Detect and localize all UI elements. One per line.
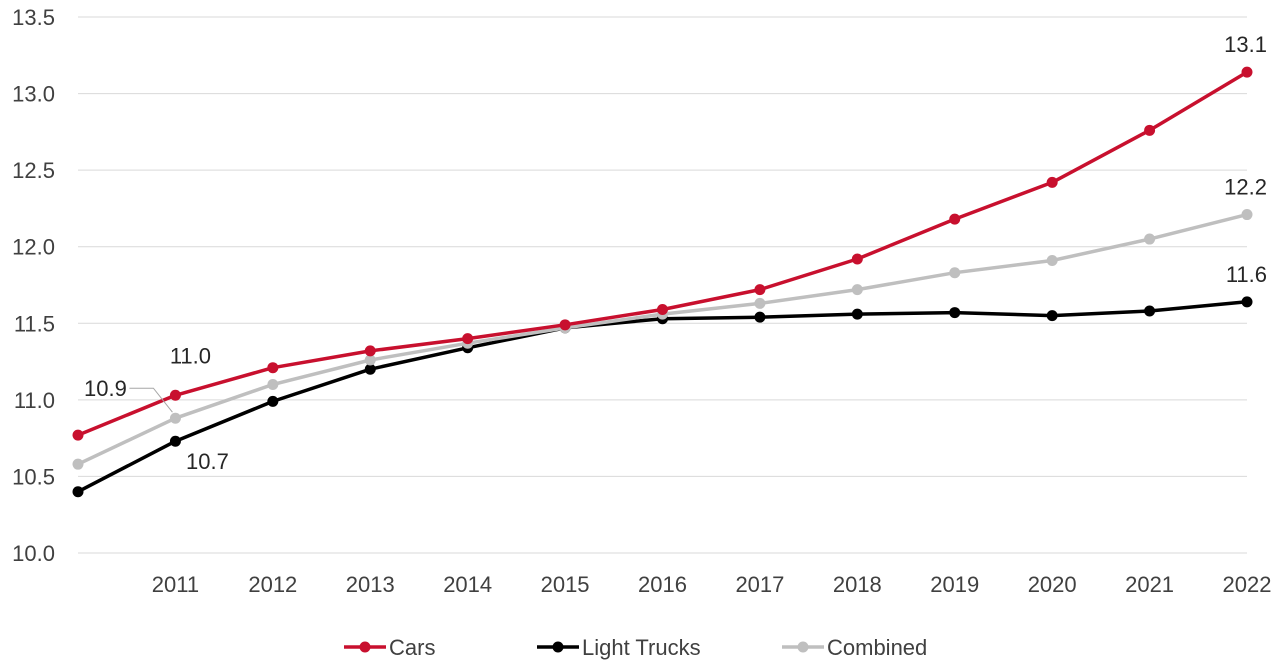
data-point — [72, 458, 84, 470]
legend-swatch-marker — [797, 641, 809, 653]
x-tick-label: 2015 — [541, 572, 590, 597]
legend-swatch-marker — [359, 641, 371, 653]
legend-label: Cars — [389, 635, 435, 660]
data-point — [559, 319, 571, 331]
data-point — [1144, 124, 1156, 136]
data-point — [1046, 176, 1058, 188]
x-tick-label: 2011 — [152, 572, 199, 597]
data-point — [267, 395, 279, 407]
data-point — [851, 308, 863, 320]
data-label: 12.2 — [1224, 175, 1267, 200]
legend: Cars Light Trucks Combined — [344, 635, 927, 660]
data-point — [1046, 310, 1058, 322]
data-label: 10.9 — [84, 376, 127, 401]
data-point — [949, 307, 961, 319]
x-tick-label: 2021 — [1125, 572, 1174, 597]
y-tick-label: 10.0 — [12, 541, 55, 566]
data-point — [364, 345, 376, 357]
x-tick-label: 2020 — [1028, 572, 1077, 597]
y-tick-label: 13.0 — [12, 82, 55, 107]
data-label: 13.1 — [1224, 32, 1267, 57]
series-cars — [72, 66, 1253, 441]
y-axis-ticks: 10.0 10.5 11.0 11.5 12.0 12.5 13.0 13.5 — [12, 5, 55, 566]
x-tick-label: 2014 — [443, 572, 492, 597]
y-tick-label: 10.5 — [12, 464, 55, 489]
legend-label: Light Trucks — [582, 635, 701, 660]
data-label: 10.7 — [186, 449, 229, 474]
x-tick-label: 2019 — [930, 572, 979, 597]
data-point — [169, 389, 181, 401]
legend-item: Light Trucks — [537, 635, 701, 660]
data-point — [462, 333, 474, 345]
x-tick-label: 2018 — [833, 572, 882, 597]
series-line — [76, 300, 1249, 494]
series-line — [76, 212, 1249, 466]
x-tick-label: 2016 — [638, 572, 687, 597]
data-label: 11.6 — [1226, 262, 1267, 287]
y-tick-label: 12.0 — [12, 235, 55, 260]
gridlines — [78, 16, 1247, 554]
y-tick-label: 12.5 — [12, 158, 55, 183]
series-light-trucks — [72, 296, 1253, 498]
x-tick-label: 2017 — [735, 572, 784, 597]
legend-swatch-marker — [552, 641, 564, 653]
series-combined — [72, 209, 1253, 470]
data-point — [267, 362, 279, 374]
data-point — [1241, 296, 1253, 308]
data-point — [754, 311, 766, 323]
data-point — [851, 284, 863, 296]
series-line — [76, 70, 1249, 437]
x-tick-label: 2022 — [1223, 572, 1272, 597]
data-point — [949, 267, 961, 279]
data-point — [754, 284, 766, 296]
data-point — [1144, 233, 1156, 245]
y-tick-label: 13.5 — [12, 5, 55, 30]
x-tick-label: 2012 — [248, 572, 297, 597]
legend-label: Combined — [827, 635, 927, 660]
y-tick-label: 11.5 — [14, 311, 55, 336]
data-point — [364, 363, 376, 375]
x-tick-label: 2013 — [346, 572, 395, 597]
data-labels: 11.0 10.9 10.7 13.1 12.2 11.6 — [84, 32, 1267, 474]
data-point — [949, 213, 961, 225]
data-point — [1241, 66, 1253, 78]
data-point — [1046, 254, 1058, 266]
data-point — [1241, 209, 1253, 221]
data-label: 11.0 — [170, 343, 211, 368]
series-lines — [72, 66, 1253, 498]
data-point — [1144, 305, 1156, 317]
data-point — [657, 304, 668, 316]
legend-item: Combined — [782, 635, 927, 660]
legend-item: Cars — [344, 635, 435, 660]
data-point — [754, 297, 766, 309]
x-axis-ticks: 2011 2012 2013 2014 2015 2016 2017 2018 2019 2020… — [152, 572, 1272, 597]
data-point — [851, 253, 863, 265]
data-point — [169, 412, 181, 424]
y-tick-label: 11.0 — [14, 388, 55, 413]
data-point — [72, 429, 84, 441]
data-point — [169, 435, 181, 447]
label-leader-line — [129, 387, 173, 413]
data-point — [72, 486, 84, 498]
data-point — [267, 379, 279, 391]
data-point — [364, 354, 376, 366]
